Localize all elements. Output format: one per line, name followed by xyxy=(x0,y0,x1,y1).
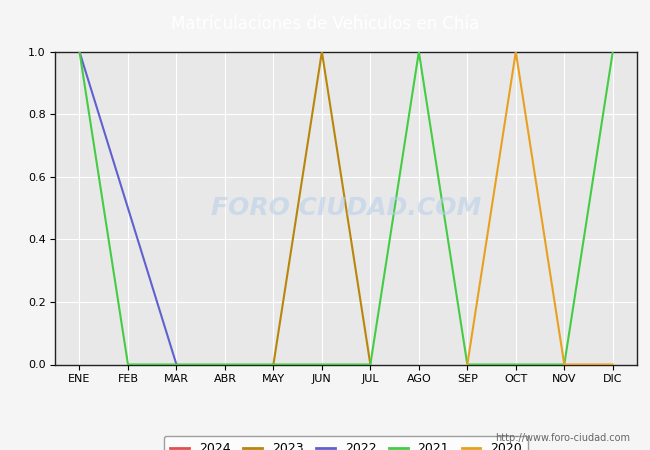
Text: FORO CIUDAD.COM: FORO CIUDAD.COM xyxy=(211,196,481,220)
Legend: 2024, 2023, 2022, 2021, 2020: 2024, 2023, 2022, 2021, 2020 xyxy=(164,436,528,450)
Text: http://www.foro-ciudad.com: http://www.foro-ciudad.com xyxy=(495,433,630,443)
Text: Matriculaciones de Vehiculos en Chía: Matriculaciones de Vehiculos en Chía xyxy=(171,14,479,33)
